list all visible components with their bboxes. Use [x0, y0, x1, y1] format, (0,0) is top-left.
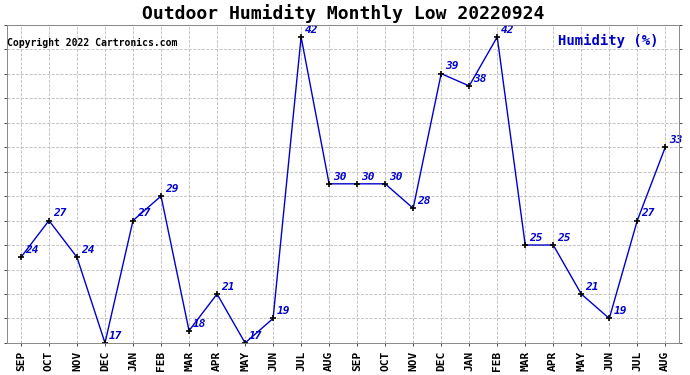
Text: 39: 39: [445, 62, 459, 72]
Text: 24: 24: [25, 245, 39, 255]
Text: 17: 17: [109, 331, 123, 341]
Text: Humidity (%): Humidity (%): [558, 34, 659, 48]
Text: 42: 42: [502, 25, 515, 35]
Text: 33: 33: [669, 135, 683, 145]
Text: 42: 42: [305, 25, 319, 35]
Text: 21: 21: [585, 282, 599, 292]
Text: 27: 27: [53, 209, 67, 218]
Text: 29: 29: [165, 184, 179, 194]
Text: 24: 24: [81, 245, 95, 255]
Text: 25: 25: [529, 233, 543, 243]
Text: 25: 25: [558, 233, 571, 243]
Text: 30: 30: [362, 172, 375, 182]
Text: 30: 30: [333, 172, 347, 182]
Text: 19: 19: [613, 306, 627, 316]
Text: 27: 27: [137, 209, 150, 218]
Text: Copyright 2022 Cartronics.com: Copyright 2022 Cartronics.com: [7, 38, 177, 48]
Text: 28: 28: [417, 196, 431, 206]
Text: 38: 38: [473, 74, 487, 84]
Text: 17: 17: [249, 331, 263, 341]
Text: 18: 18: [193, 318, 207, 328]
Text: 27: 27: [642, 209, 655, 218]
Text: 19: 19: [277, 306, 290, 316]
Text: 21: 21: [221, 282, 235, 292]
Text: 30: 30: [389, 172, 403, 182]
Title: Outdoor Humidity Monthly Low 20220924: Outdoor Humidity Monthly Low 20220924: [142, 4, 544, 23]
